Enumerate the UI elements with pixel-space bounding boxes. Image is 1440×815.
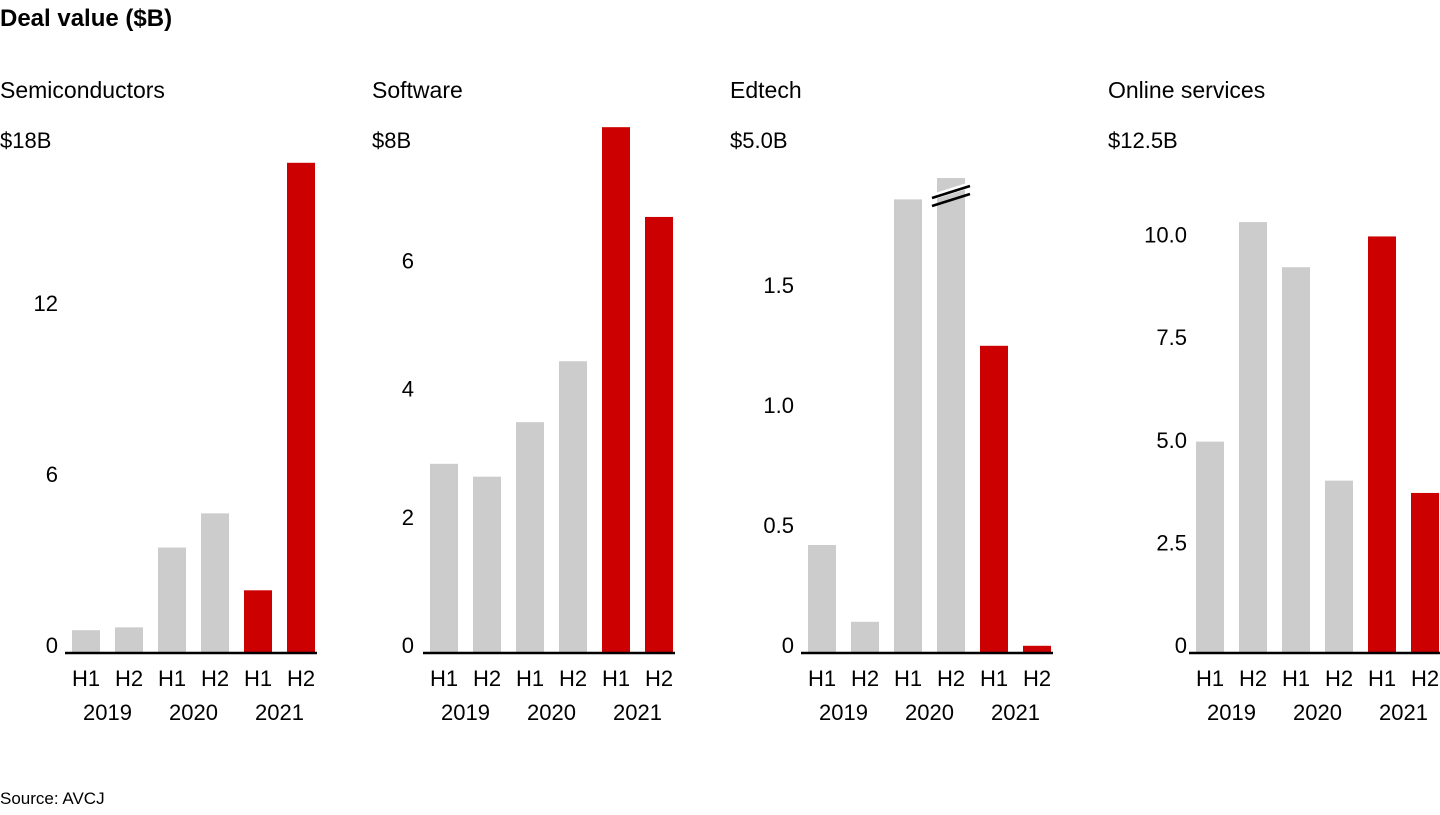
bar-semiconductors-1 (115, 627, 143, 653)
bar-edtech-2 (894, 199, 922, 653)
y-tick-label: 1.5 (763, 273, 794, 298)
year-label: 2020 (527, 700, 576, 725)
bar-online-services-0 (1196, 441, 1224, 653)
source-note: Source: AVCJ (0, 789, 105, 808)
axis-break-mark (931, 184, 971, 200)
y-tick-label: 4 (402, 377, 414, 402)
x-tick-label: H2 (287, 666, 315, 691)
y-tick-label: 6 (402, 248, 414, 273)
y-tick-label: 0 (402, 633, 414, 658)
x-tick-label: H1 (602, 666, 630, 691)
x-tick-label: H1 (808, 666, 836, 691)
bar-edtech-1 (851, 621, 879, 653)
x-tick-label: H1 (980, 666, 1008, 691)
bar-edtech-3 (937, 178, 965, 653)
year-label: 2021 (991, 700, 1040, 725)
bar-semiconductors-4 (244, 590, 272, 653)
x-tick-label: H2 (115, 666, 143, 691)
x-tick-label: H2 (201, 666, 229, 691)
x-tick-label: H1 (430, 666, 458, 691)
y-tick-label: 12 (34, 291, 58, 316)
y-tick-label: 1.0 (763, 393, 794, 418)
y-tick-label: 6 (46, 462, 58, 487)
x-tick-label: H2 (1411, 666, 1439, 691)
year-label: 2020 (169, 700, 218, 725)
chart-title: Deal value ($B) (0, 5, 172, 32)
y-tick-label: 2.5 (1156, 530, 1187, 555)
panel-title-semiconductors: Semiconductors (0, 77, 165, 103)
y-top-label-online-services: $12.5B (1108, 128, 1178, 153)
x-tick-label: H1 (244, 666, 272, 691)
y-tick-label: 0 (782, 633, 794, 658)
panel-title-software: Software (372, 77, 463, 103)
x-tick-label: H2 (1239, 666, 1267, 691)
panel-title-edtech: Edtech (730, 77, 802, 103)
panel-title-online-services: Online services (1108, 77, 1265, 103)
y-tick-label: 7.5 (1156, 325, 1187, 350)
bar-software-0 (430, 463, 458, 653)
year-label: 2019 (83, 700, 132, 725)
bar-software-5 (645, 216, 673, 653)
year-label: 2020 (1293, 700, 1342, 725)
x-tick-label: H2 (559, 666, 587, 691)
bar-online-services-2 (1282, 267, 1310, 653)
bar-semiconductors-5 (287, 162, 315, 654)
year-label: 2021 (613, 700, 662, 725)
bar-software-2 (516, 422, 544, 653)
bar-edtech-0 (808, 545, 836, 653)
year-label: 2019 (819, 700, 868, 725)
y-tick-label: 2 (402, 505, 414, 530)
x-tick-label: H1 (1196, 666, 1224, 691)
x-tick-label: H1 (516, 666, 544, 691)
bar-online-services-3 (1325, 480, 1353, 653)
bar-software-3 (559, 361, 587, 653)
axis-break-mark (931, 192, 971, 208)
x-tick-label: H2 (937, 666, 965, 691)
year-label: 2020 (905, 700, 954, 725)
y-top-label-software: $8B (372, 128, 411, 153)
bar-online-services-5 (1411, 492, 1439, 653)
bar-software-1 (473, 476, 501, 653)
bar-edtech-5 (1023, 645, 1051, 653)
bar-semiconductors-2 (158, 547, 186, 653)
x-tick-label: H2 (1023, 666, 1051, 691)
x-tick-label: H2 (1325, 666, 1353, 691)
x-tick-label: H2 (473, 666, 501, 691)
x-tick-label: H1 (1368, 666, 1396, 691)
year-label: 2021 (1379, 700, 1428, 725)
y-top-label-semiconductors: $18B (0, 128, 51, 153)
y-tick-label: 0 (46, 633, 58, 658)
bar-online-services-4 (1368, 236, 1396, 653)
x-tick-label: H1 (1282, 666, 1310, 691)
x-tick-label: H1 (158, 666, 186, 691)
x-tick-label: H2 (851, 666, 879, 691)
year-label: 2019 (1207, 700, 1256, 725)
y-tick-label: 10.0 (1144, 223, 1187, 248)
year-label: 2021 (255, 700, 304, 725)
bar-online-services-1 (1239, 222, 1267, 653)
x-tick-label: H1 (72, 666, 100, 691)
y-tick-label: 5.0 (1156, 428, 1187, 453)
y-tick-label: 0 (1175, 633, 1187, 658)
x-tick-label: H1 (894, 666, 922, 691)
bar-semiconductors-3 (201, 513, 229, 653)
bar-software-4 (602, 127, 630, 654)
y-tick-label: 0.5 (763, 513, 794, 538)
x-tick-label: H2 (645, 666, 673, 691)
y-top-label-edtech: $5.0B (730, 128, 788, 153)
year-label: 2019 (441, 700, 490, 725)
bar-edtech-4 (980, 345, 1008, 653)
bar-semiconductors-0 (72, 630, 100, 653)
